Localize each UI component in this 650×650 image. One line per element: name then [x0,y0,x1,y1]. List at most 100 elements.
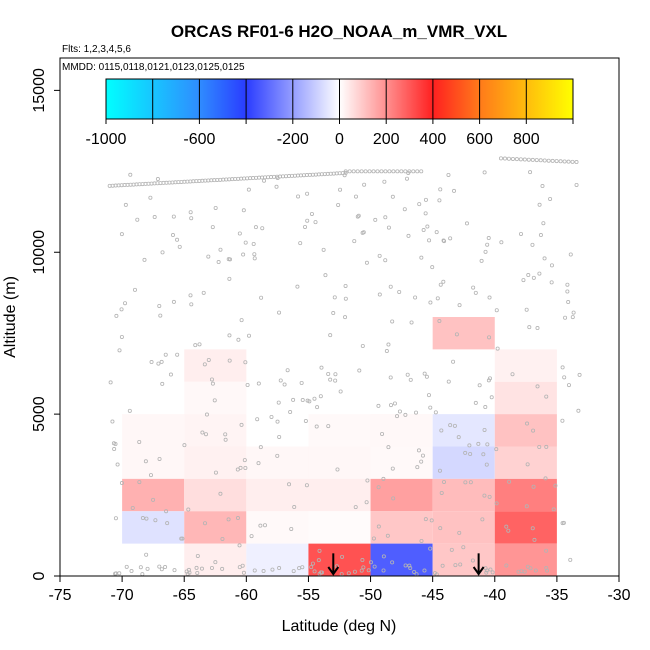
heatmap-cell [246,511,309,544]
flight-track-point [525,421,530,426]
flight-track-point [388,375,393,380]
flight-track-point [380,431,385,436]
flight-track-point [117,348,122,353]
flight-track-point [186,507,191,512]
heatmap-cell [308,543,371,576]
flight-track-point [359,568,364,573]
heatmap-cell [370,511,433,544]
flight-track-point [522,157,527,162]
flight-track-point [115,462,120,467]
flight-track-point [258,445,263,450]
flight-track-point [119,232,124,237]
flight-track-point [504,524,509,529]
flight-track-point [127,408,132,413]
flight-track-point [449,547,454,552]
flight-track-point [285,368,290,373]
flight-track-point [130,506,135,511]
flight-track-point [473,400,478,405]
flight-track-point [403,412,408,417]
colorbar-tick-label: -600 [183,131,215,148]
flight-track-point [326,372,331,377]
flight-track-point [296,194,301,199]
flight-track-point [530,242,535,247]
flight-track-point [420,453,425,458]
flight-track-point [419,255,424,260]
flight-track-point [528,170,533,175]
flight-track-point [361,565,366,570]
flight-track-point [158,313,163,318]
flight-track-point [566,383,571,388]
flight-track-point [353,194,358,199]
flight-track-point [172,568,177,573]
flight-track-point [538,158,543,163]
flight-track-point [546,158,551,163]
flight-track-point [413,295,418,300]
flight-track-point [123,301,128,306]
flight-track-point [137,439,142,444]
flight-track-point [404,176,409,181]
flight-track-point [326,424,331,429]
flight-track-point [338,187,343,192]
flight-track-point [171,214,176,219]
flight-track-point [304,483,309,488]
flight-track-point [419,538,424,543]
flight-track-point [363,169,368,174]
flight-track-point [276,400,281,405]
heatmap-cell [370,478,433,512]
flight-track-point [543,476,548,481]
flight-track-point [468,480,473,485]
heatmap-cell [432,317,495,350]
flight-track-point [483,405,488,410]
flight-track-point [160,250,165,255]
flight-track-point [381,554,386,559]
colorbar-tick-label: -1000 [86,131,127,148]
x-tick-label: -65 [173,587,196,604]
flight-track-point [391,169,396,174]
flight-track-point [194,565,199,570]
flight-track-point [310,561,315,566]
flight-track-point [533,568,538,573]
colorbar-labels: -1000 -600 -200 0 200 400 600 800 [86,131,540,148]
heatmap-cell [184,349,247,382]
flight-track-point [487,376,492,381]
flight-track-point [340,554,345,559]
x-tick-label: -75 [48,587,71,604]
flight-track-point [526,157,531,162]
flight-track-point [128,172,133,177]
flight-track-point [317,548,322,553]
flight-track-point [159,359,164,364]
x-tick-label: -40 [483,587,506,604]
flight-track-point [566,159,571,164]
flight-track-point [361,230,366,235]
x-tick-label: -60 [235,587,258,604]
x-tick-label: -30 [607,587,630,604]
flight-track-point [332,295,337,300]
flight-track-point [407,563,412,568]
flight-track-point [366,568,371,573]
flight-track-point [160,381,165,386]
y-tick-label: 10000 [31,230,48,275]
flight-track-point [187,570,192,575]
heatmap-cell [184,414,247,447]
flight-track-point [407,169,412,174]
flight-track-point [495,346,500,351]
colorbar-tick-label: 0 [335,131,344,148]
flight-track-point [433,410,438,415]
flight-track-point [430,265,435,270]
flight-track-point [163,352,168,357]
flight-track-point [355,214,360,219]
flight-track-point [481,452,486,457]
flight-track-point [200,430,205,435]
flight-track-point [437,468,442,473]
flight-track-point [463,480,468,485]
flight-track-point [287,482,292,487]
flight-track-point [119,334,124,339]
flight-track-point [415,169,420,174]
flight-track-point [397,289,402,294]
flight-track-point [144,552,149,557]
flight-track-point [239,318,244,323]
flight-track-point [333,372,338,377]
heatmap-cell [494,511,557,544]
flight-track-point [488,567,493,572]
flight-track-point [541,221,546,226]
